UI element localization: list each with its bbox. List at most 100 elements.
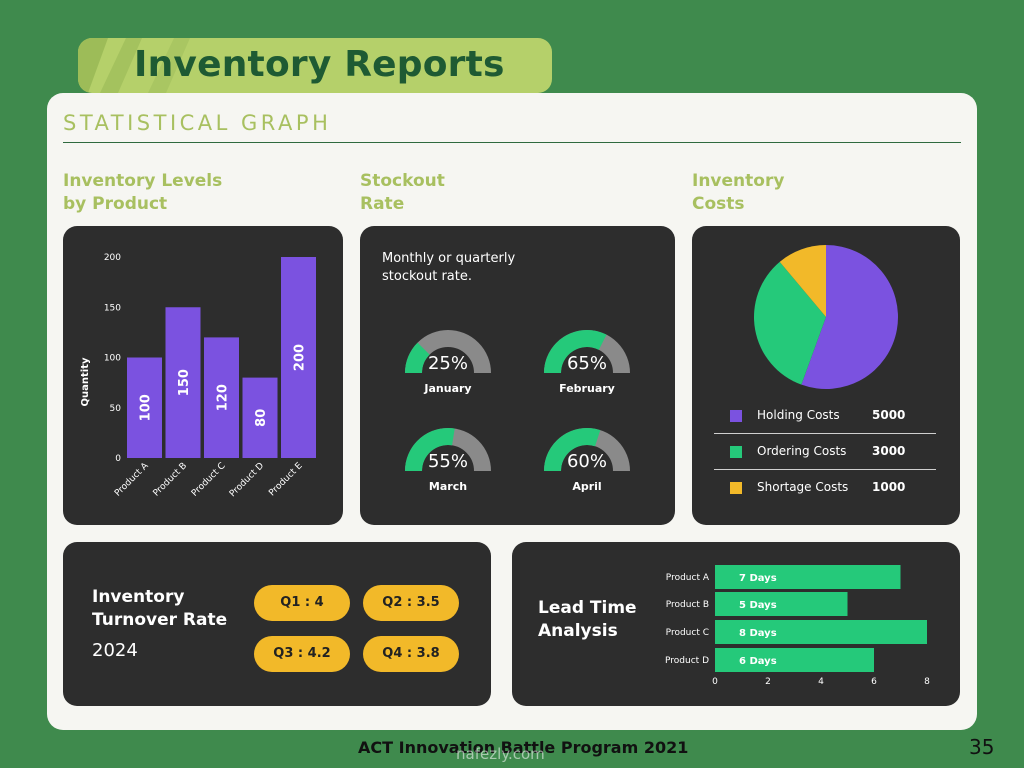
gauge-fill-2 — [405, 428, 455, 472]
lead-value-label-0: 7 Days — [739, 573, 777, 584]
levels-xtick-1: Product B — [151, 461, 189, 499]
legend-label-1: Ordering Costs — [757, 444, 847, 458]
pie-slice-0 — [801, 245, 898, 389]
lead-panel: Lead Time Analysis 0 2 4 6 8 Product A 7 Days P… — [512, 542, 960, 706]
lead-bar-2 — [715, 620, 927, 644]
levels-xtick-2: Product C — [190, 461, 228, 499]
lead-title-line1: Lead Time — [538, 598, 637, 618]
legend-value-0: 5000 — [872, 408, 906, 422]
lead-title: Lead Time Analysis — [538, 597, 637, 643]
levels-ylabel: Quantity — [80, 357, 91, 406]
section-divider — [63, 142, 961, 143]
levels-ytick-2: 100 — [104, 354, 121, 364]
gauge-label-3: April — [572, 480, 601, 493]
q1-badge: Q1 : 4 — [254, 585, 350, 621]
q4-badge: Q4 : 3.8 — [363, 636, 459, 672]
pie-slice-1 — [754, 261, 826, 385]
legend-swatch-2 — [730, 482, 742, 494]
page-title: Inventory Reports — [134, 44, 505, 85]
gauge-value-0: 25% — [428, 353, 468, 374]
levels-ytick-1: 50 — [110, 404, 122, 414]
levels-bar-1 — [165, 307, 201, 458]
levels-xtick-0: Product A — [113, 460, 151, 498]
levels-value-label-1: 150 — [177, 369, 192, 396]
legend-value-1: 3000 — [872, 444, 906, 458]
legend-divider-1 — [714, 469, 936, 470]
turnover-title-line2: Turnover Rate — [92, 610, 228, 630]
stockout-label-line2: Rate — [360, 194, 405, 214]
levels-bar-2 — [204, 337, 239, 458]
legend-divider-0 — [714, 433, 936, 434]
levels-panel: Quantity 0 50 100 150 200 100 Product A 150 Prod… — [63, 226, 343, 525]
levels-value-label-3: 80 — [254, 409, 269, 427]
section-title: STATISTICAL GRAPH — [63, 111, 332, 135]
levels-label-line2: by Product — [63, 194, 168, 214]
levels-xtick-4: Product E — [267, 461, 304, 498]
legend-value-2: 1000 — [872, 480, 906, 494]
costs-panel: Holding Costs 5000 Ordering Costs 3000 Short… — [692, 226, 960, 525]
gauge-fill-1 — [544, 330, 607, 374]
costs-pie-chart — [754, 245, 898, 389]
levels-bar-3 — [242, 377, 278, 458]
pie-slice-2 — [779, 245, 826, 317]
gauge-value-1: 65% — [567, 353, 607, 374]
levels-ytick-4: 200 — [104, 253, 121, 263]
stockout-panel: Monthly or quarterly stockout rate. 25% J… — [360, 226, 675, 525]
q3-badge: Q3 : 4.2 — [254, 636, 350, 672]
levels-bar-4 — [281, 257, 316, 458]
levels-label: Inventory Levels by Product — [63, 170, 222, 216]
lead-bar-0 — [715, 565, 901, 589]
gauge-label-1: February — [559, 382, 615, 395]
lead-xtick-4: 8 — [924, 677, 930, 687]
lead-bar-1 — [715, 592, 848, 616]
lead-category-0: Product A — [666, 573, 710, 583]
legend-label-0: Holding Costs — [757, 408, 840, 422]
lead-xtick-3: 6 — [871, 677, 877, 687]
levels-ytick-0: 0 — [115, 454, 121, 464]
levels-value-label-4: 200 — [293, 344, 308, 371]
legend-swatch-0 — [730, 410, 742, 422]
turnover-title-line1: Inventory — [92, 587, 185, 607]
gauge-value-3: 60% — [567, 451, 607, 472]
lead-hbar-chart: 0 2 4 6 8 Product A 7 Days Product B 5 Days Produ… — [665, 565, 930, 687]
costs-label-line1: Inventory — [692, 171, 785, 191]
levels-ytick-3: 150 — [104, 303, 121, 313]
q2-badge: Q2 : 3.5 — [363, 585, 459, 621]
lead-value-label-1: 5 Days — [739, 600, 777, 611]
gauge-value-2: 55% — [428, 451, 468, 472]
lead-xtick-1: 2 — [765, 677, 771, 687]
legend-swatch-1 — [730, 446, 742, 458]
stockout-desc-line1: Monthly or quarterly — [382, 251, 516, 266]
legend-row-1: Ordering Costs 3000 — [714, 435, 936, 469]
lead-category-2: Product C — [666, 628, 709, 638]
gauge-label-0: January — [423, 382, 471, 395]
stockout-label-line1: Stockout — [360, 171, 445, 191]
levels-bar-chart: Quantity 0 50 100 150 200 100 Product A 150 Prod… — [80, 253, 316, 499]
levels-value-label-2: 120 — [216, 384, 231, 411]
gauge-fill-0 — [405, 342, 430, 374]
turnover-title: Inventory Turnover Rate — [92, 586, 227, 632]
levels-bar-0 — [127, 357, 162, 458]
legend-row-2: Shortage Costs 1000 — [714, 471, 936, 505]
content-card: STATISTICAL GRAPH Inventory Levels by Pr… — [47, 93, 977, 730]
lead-category-3: Product D — [665, 656, 709, 666]
gauge-label-2: March — [429, 480, 467, 493]
legend-row-0: Holding Costs 5000 — [714, 399, 936, 433]
lead-value-label-3: 6 Days — [739, 656, 777, 667]
title-banner: Inventory Reports — [78, 38, 552, 93]
lead-xtick-2: 4 — [818, 677, 824, 687]
stockout-label: Stockout Rate — [360, 170, 445, 216]
stockout-description: Monthly or quarterly stockout rate. — [382, 250, 515, 286]
levels-xtick-3: Product D — [228, 461, 266, 499]
lead-bar-3 — [715, 648, 874, 672]
levels-label-line1: Inventory Levels — [63, 171, 223, 191]
turnover-year: 2024 — [92, 640, 138, 661]
costs-label: Inventory Costs — [692, 170, 784, 216]
footer-text: ACT Innovation Battle Program 2021 — [358, 738, 689, 757]
costs-label-line2: Costs — [692, 194, 745, 214]
page-number: 35 — [969, 735, 995, 759]
lead-category-1: Product B — [666, 600, 709, 610]
levels-value-label-0: 100 — [139, 394, 154, 421]
lead-xtick-0: 0 — [712, 677, 718, 687]
decorative-shapes — [78, 38, 190, 93]
